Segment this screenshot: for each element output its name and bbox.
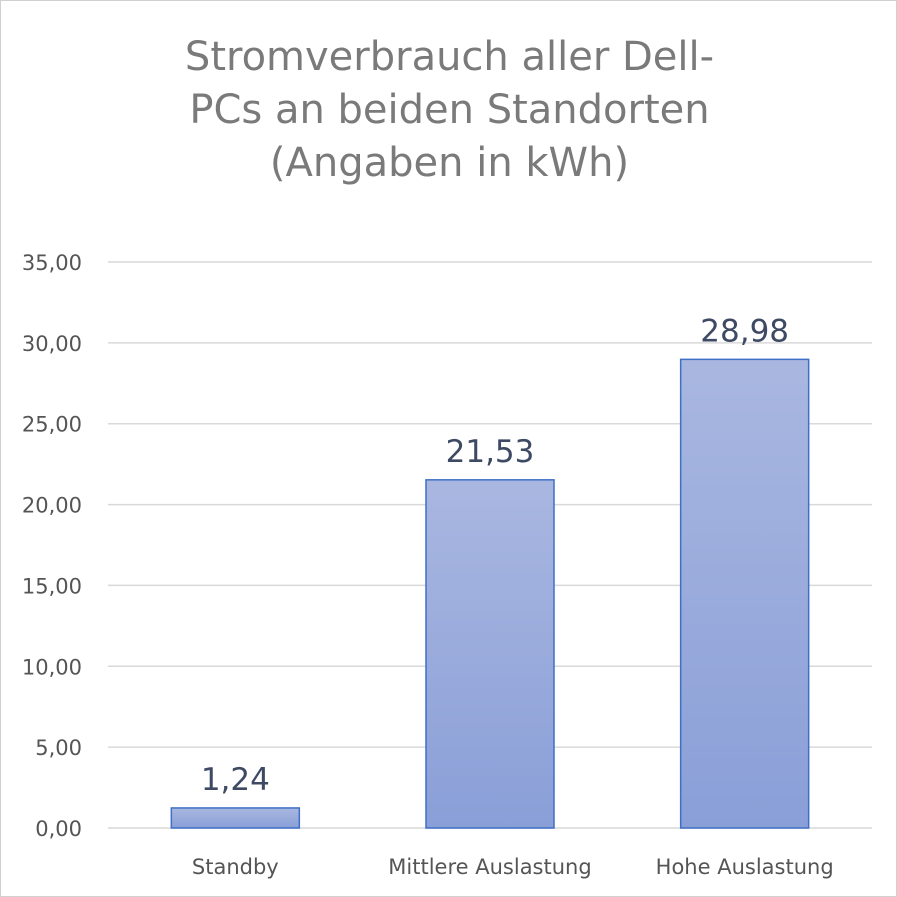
bar-hohe-auslastung <box>679 358 810 829</box>
data-label: 1,24 <box>201 762 270 798</box>
chart-title-line-3: (Angaben in kWh) <box>269 140 630 186</box>
data-label: 28,98 <box>700 313 789 349</box>
chart-title-line-2: PCs an beiden Standorten <box>189 87 710 133</box>
chart-title-line-1: Stromverbrauch aller Dell- <box>184 34 715 80</box>
y-tick-label: 20,00 <box>22 494 82 518</box>
bars <box>170 358 810 829</box>
y-tick-label: 15,00 <box>22 574 82 598</box>
y-tick-label: 25,00 <box>22 413 82 437</box>
x-category-label: Standby <box>192 855 279 879</box>
y-tick-label: 0,00 <box>35 817 82 841</box>
y-tick-label: 10,00 <box>22 655 82 679</box>
x-category-label: Hohe Auslastung <box>656 855 834 879</box>
x-category-label: Mittlere Auslastung <box>388 855 591 879</box>
x-axis-category-labels: Standby Mittlere Auslastung Hohe Auslastun… <box>192 855 834 879</box>
data-label: 21,53 <box>446 434 535 470</box>
data-labels: 1,24 21,53 28,98 <box>201 313 789 798</box>
chart-title: Stromverbrauch aller Dell- PCs an beiden… <box>61 31 838 190</box>
y-tick-label: 35,00 <box>22 251 82 275</box>
bar-standby <box>170 807 301 829</box>
y-tick-label: 5,00 <box>35 736 82 760</box>
bar-mittlere-auslastung <box>425 479 555 829</box>
y-axis-tick-labels: 0,00 5,00 10,00 15,00 20,00 25,00 30,00 35,00 <box>22 251 82 841</box>
y-tick-label: 30,00 <box>22 332 82 356</box>
